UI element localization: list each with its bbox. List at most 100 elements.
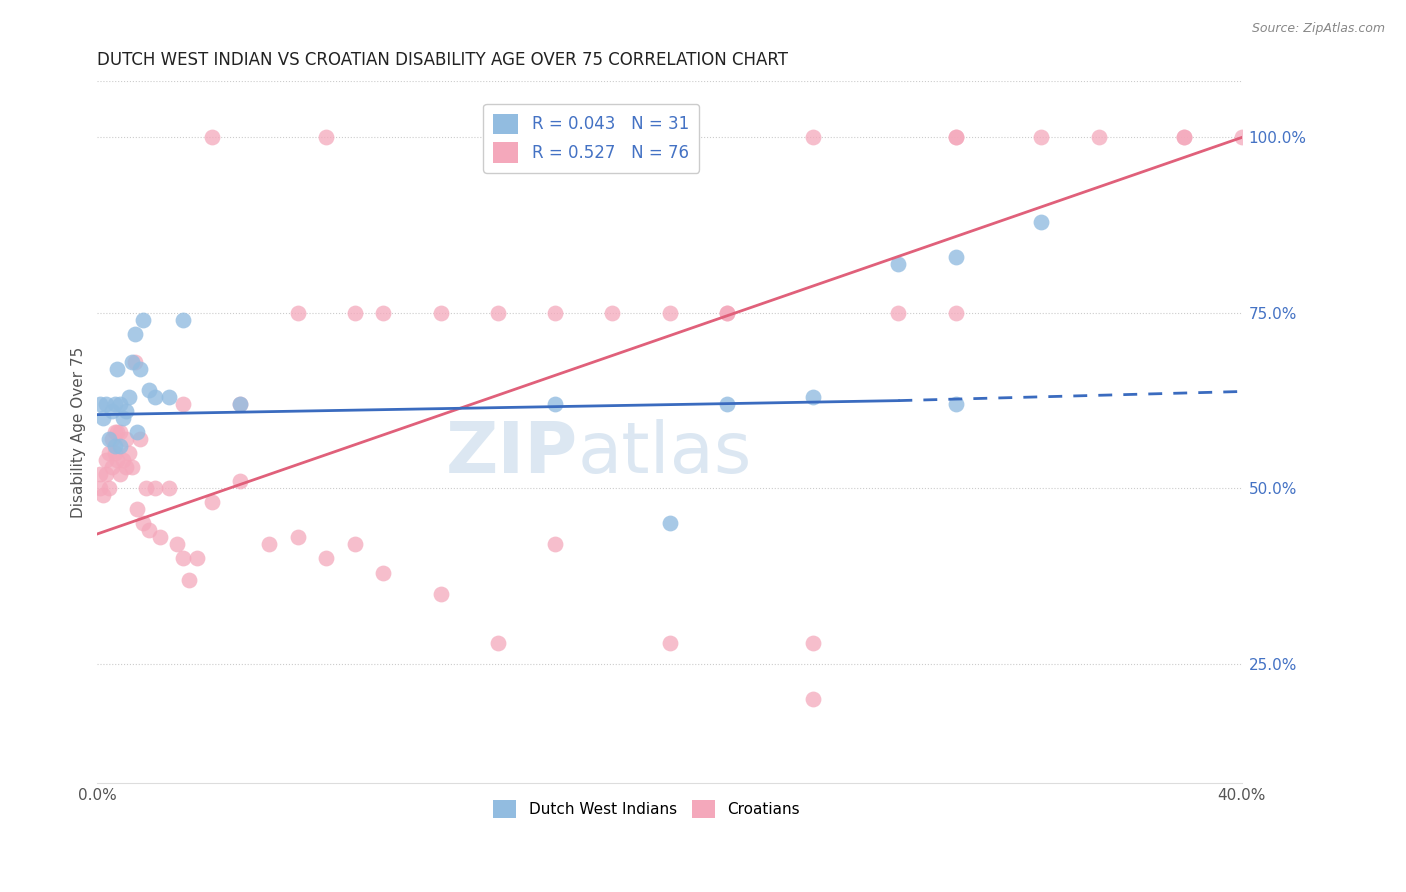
Point [658,306,681,320]
Point [127,425,149,440]
Point [124,326,146,341]
Legend: Dutch West Indians, Croatians: Dutch West Indians, Croatians [488,794,806,824]
Point [89,397,111,411]
Point [201,495,224,509]
Point [100,432,122,446]
Point [229,397,252,411]
Point [135,481,157,495]
Point [1173,130,1195,145]
Point [129,432,152,446]
Point [287,531,309,545]
Point [91,488,114,502]
Point [124,355,146,369]
Point [486,306,509,320]
Point [132,516,155,531]
Point [887,257,910,271]
Y-axis label: Disability Age Over 75: Disability Age Over 75 [72,347,86,518]
Point [110,425,132,440]
Point [97,446,120,460]
Text: DUTCH WEST INDIAN VS CROATIAN DISABILITY AGE OVER 75 CORRELATION CHART: DUTCH WEST INDIAN VS CROATIAN DISABILITY… [97,51,789,69]
Text: ZIP: ZIP [446,418,578,488]
Point [429,306,451,320]
Point [149,531,172,545]
Point [143,390,166,404]
Point [89,467,111,482]
Point [97,432,120,446]
Point [100,460,122,475]
Point [172,551,194,566]
Point [801,390,824,404]
Point [118,446,141,460]
Point [801,691,824,706]
Point [315,130,337,145]
Point [127,502,149,516]
Point [166,537,188,551]
Point [229,397,252,411]
Point [118,390,141,404]
Point [115,432,138,446]
Point [177,573,200,587]
Point [1230,130,1253,145]
Point [373,566,395,580]
Point [157,390,180,404]
Point [100,404,122,418]
Point [110,397,132,411]
Point [343,537,366,551]
Point [105,453,128,467]
Point [172,397,194,411]
Point [91,411,114,425]
Point [105,362,128,376]
Point [172,313,194,327]
Point [105,425,128,440]
Point [97,481,120,495]
Point [658,636,681,650]
Point [801,636,824,650]
Point [129,362,152,376]
Point [1087,130,1109,145]
Point [201,130,224,145]
Point [110,439,132,453]
Point [115,404,138,418]
Text: atlas: atlas [578,418,752,488]
Point [315,551,337,566]
Point [186,551,208,566]
Point [801,130,824,145]
Point [89,481,111,495]
Text: Source: ZipAtlas.com: Source: ZipAtlas.com [1251,22,1385,36]
Point [94,453,117,467]
Point [138,383,160,397]
Point [945,130,967,145]
Point [945,130,967,145]
Point [343,306,366,320]
Point [103,439,125,453]
Point [138,524,160,538]
Point [373,306,395,320]
Point [945,397,967,411]
Point [544,537,567,551]
Point [115,460,138,475]
Point [257,537,280,551]
Point [658,516,681,531]
Point [716,306,738,320]
Point [110,467,132,482]
Point [103,425,125,440]
Point [157,481,180,495]
Point [112,453,135,467]
Point [429,586,451,600]
Point [716,306,738,320]
Point [486,636,509,650]
Point [1031,130,1053,145]
Point [658,130,681,145]
Point [544,397,567,411]
Point [287,306,309,320]
Point [600,306,623,320]
Point [121,460,143,475]
Point [229,475,252,489]
Point [103,446,125,460]
Point [132,313,155,327]
Point [1031,215,1053,229]
Point [515,130,537,145]
Point [887,306,910,320]
Point [945,306,967,320]
Point [544,306,567,320]
